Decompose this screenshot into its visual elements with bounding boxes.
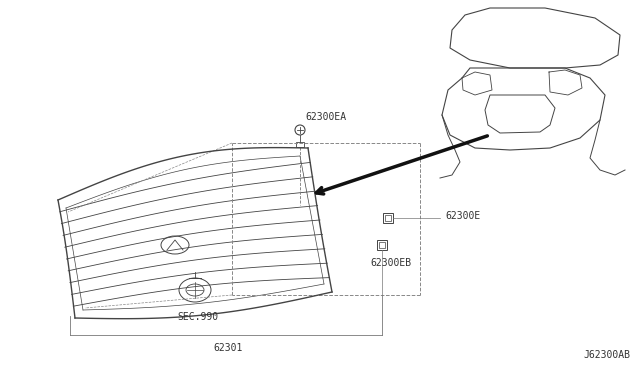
Bar — [377, 240, 387, 250]
Text: 62300EB: 62300EB — [370, 258, 411, 268]
Text: 62300E: 62300E — [445, 211, 480, 221]
Text: J62300AB: J62300AB — [583, 350, 630, 360]
Text: 62300EA: 62300EA — [305, 112, 346, 122]
Bar — [379, 242, 385, 248]
Bar — [385, 215, 391, 221]
Bar — [296, 142, 304, 147]
Text: SEC.990: SEC.990 — [177, 312, 218, 322]
Text: 62301: 62301 — [214, 343, 243, 353]
Bar — [383, 213, 393, 223]
